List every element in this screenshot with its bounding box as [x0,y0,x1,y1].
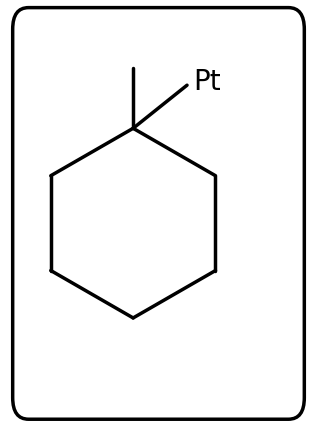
FancyBboxPatch shape [13,9,304,419]
Text: Pt: Pt [193,68,221,95]
